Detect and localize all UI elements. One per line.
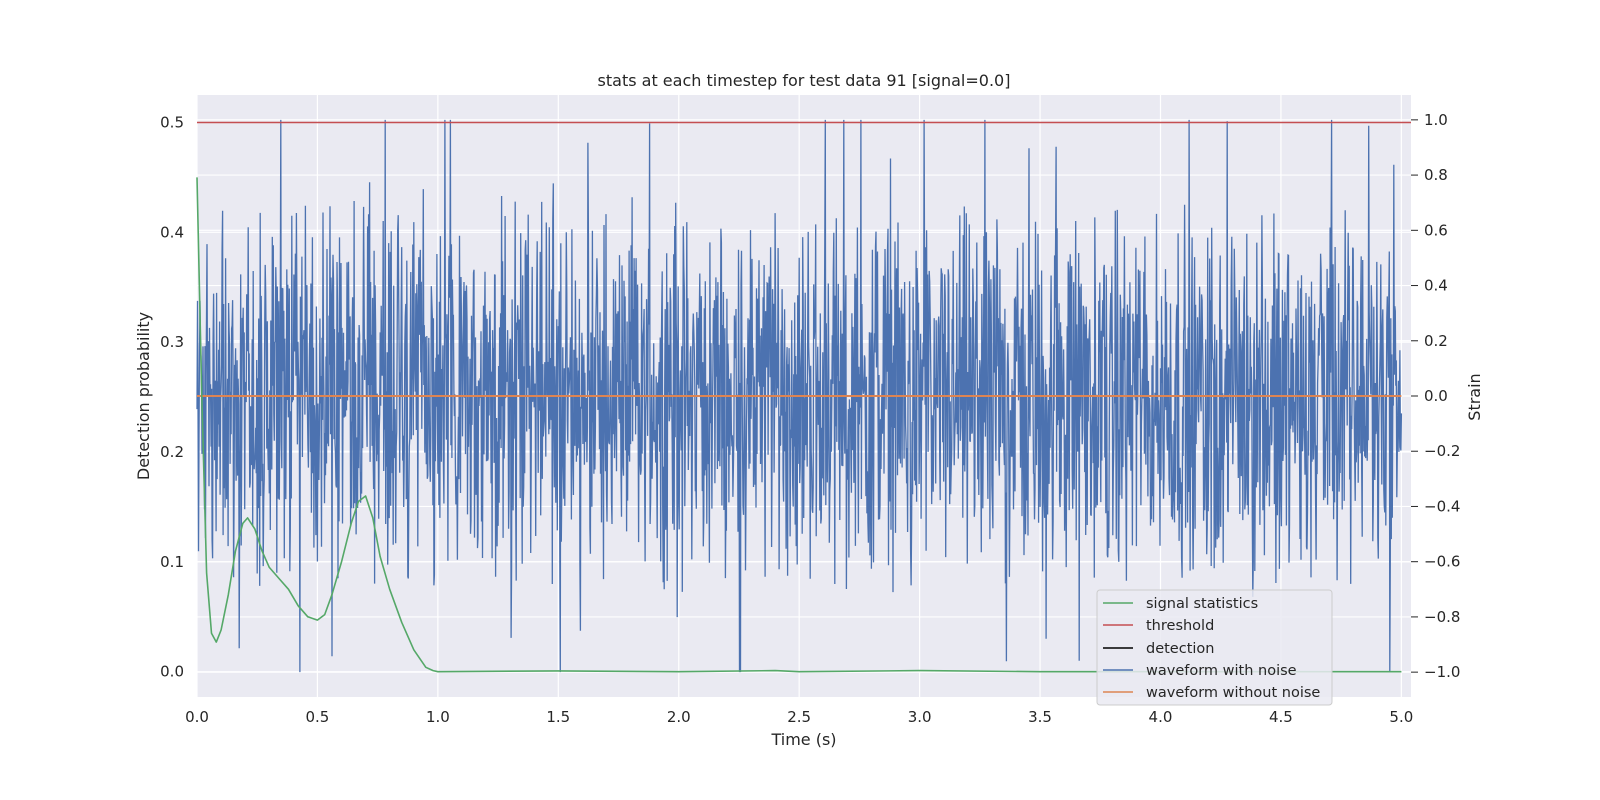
x-tick-label: 3.5 [1028, 708, 1052, 726]
y-tick-label-right: 0.0 [1424, 387, 1448, 405]
y-tick-label: 0.2 [160, 443, 184, 461]
legend-label: waveform with noise [1146, 663, 1297, 679]
x-tick-label: 2.5 [787, 708, 811, 726]
legend-label: detection [1146, 641, 1214, 657]
x-tick-label: 5.0 [1389, 708, 1413, 726]
x-axis-ticks: 0.0 0.5 1.0 1.5 2.0 2.5 3.0 3.5 4.0 4.5 5.0 [185, 708, 1413, 726]
series-waveform-with-noise [196, 119, 1403, 673]
x-tick-label: 1.5 [546, 708, 570, 726]
x-tick-label: 4.0 [1149, 708, 1173, 726]
x-tick-label: 0.0 [185, 708, 209, 726]
x-tick-label: 0.5 [306, 708, 330, 726]
x-tick-label: 4.5 [1269, 708, 1293, 726]
y-tick-label-right: −0.8 [1424, 608, 1460, 626]
y-tick-label: 0.4 [160, 223, 184, 241]
legend-item-waveform-without-noise: waveform without noise [1103, 685, 1320, 701]
legend-item-signal-statistics: signal statistics [1103, 596, 1258, 612]
legend-item-detection: detection [1103, 641, 1214, 657]
y-tick-label-right: −0.4 [1424, 497, 1460, 515]
y-tick-label: 0.1 [160, 553, 184, 571]
y-tick-label-right: 0.4 [1424, 277, 1448, 295]
y-tick-label-right: −1.0 [1424, 663, 1460, 681]
legend-box [1096, 589, 1333, 706]
series-signal-statistics [196, 177, 1402, 673]
legend-label: threshold [1146, 618, 1214, 634]
legend-label: waveform without noise [1146, 685, 1320, 701]
x-tick-label: 2.0 [667, 708, 691, 726]
y-tick-label: 0.3 [160, 333, 184, 351]
y-axis-label-right: Strain [1465, 373, 1484, 420]
legend-item-waveform-with-noise: waveform with noise [1103, 663, 1297, 679]
y-axis-label: Detection probability [134, 312, 153, 480]
y-tick-label-right: 0.8 [1424, 166, 1448, 184]
x-tick-label: 3.0 [908, 708, 932, 726]
x-tick-label: 1.0 [426, 708, 450, 726]
y-tick-label: 0.0 [160, 663, 184, 681]
y-tick-label-right: −0.2 [1424, 442, 1460, 460]
legend-label: signal statistics [1146, 596, 1258, 612]
legend: signal statistics threshold detection wa… [1096, 589, 1333, 706]
y-tick-label-right: 0.2 [1424, 332, 1448, 350]
y-tick-label-right: 0.6 [1424, 221, 1448, 239]
chart-title: stats at each timestep for test data 91 … [598, 71, 1011, 90]
y-tick-label-right: −0.6 [1424, 553, 1460, 571]
y-axis-ticks-right: −1.0 −0.8 −0.6 −0.4 −0.2 0.0 0.2 0.4 0.6 0.8 1.0 [1411, 111, 1460, 681]
y-axis-ticks-left: 0.0 0.1 0.2 0.3 0.4 0.5 [160, 113, 184, 680]
x-axis-label: Time (s) [770, 730, 836, 749]
legend-item-threshold: threshold [1103, 618, 1214, 634]
y-tick-label: 0.5 [160, 113, 184, 131]
y-tick-label-right: 1.0 [1424, 111, 1448, 129]
series-layer [196, 119, 1411, 673]
